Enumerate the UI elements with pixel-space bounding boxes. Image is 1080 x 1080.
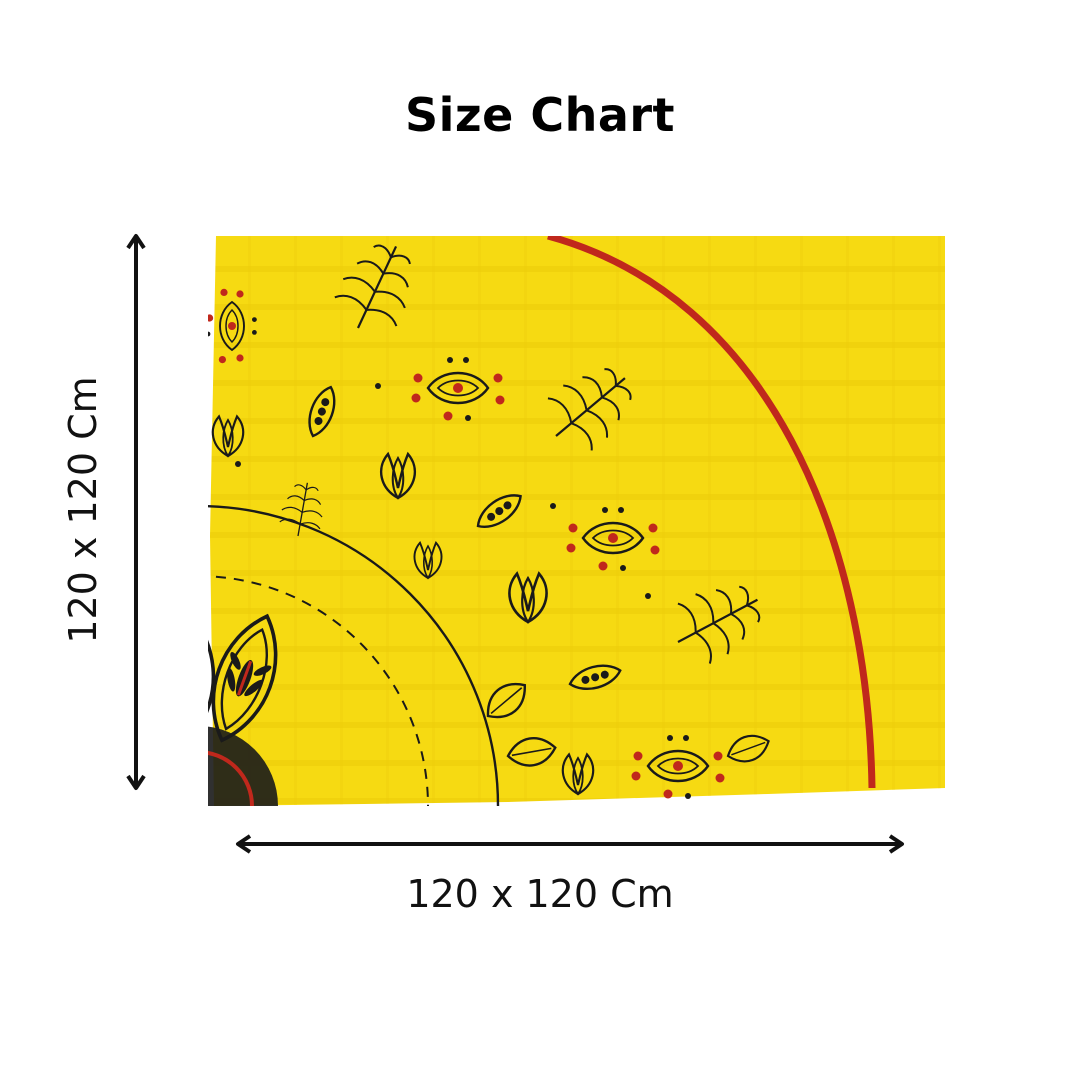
height-label-text: 120 x 120 Cm	[61, 376, 105, 644]
page-title: Size Chart	[404, 88, 676, 142]
height-arrow	[126, 234, 146, 790]
width-arrow	[236, 834, 904, 854]
fabric-image	[208, 236, 945, 806]
width-label: 120 x 120 Cm	[406, 872, 674, 916]
